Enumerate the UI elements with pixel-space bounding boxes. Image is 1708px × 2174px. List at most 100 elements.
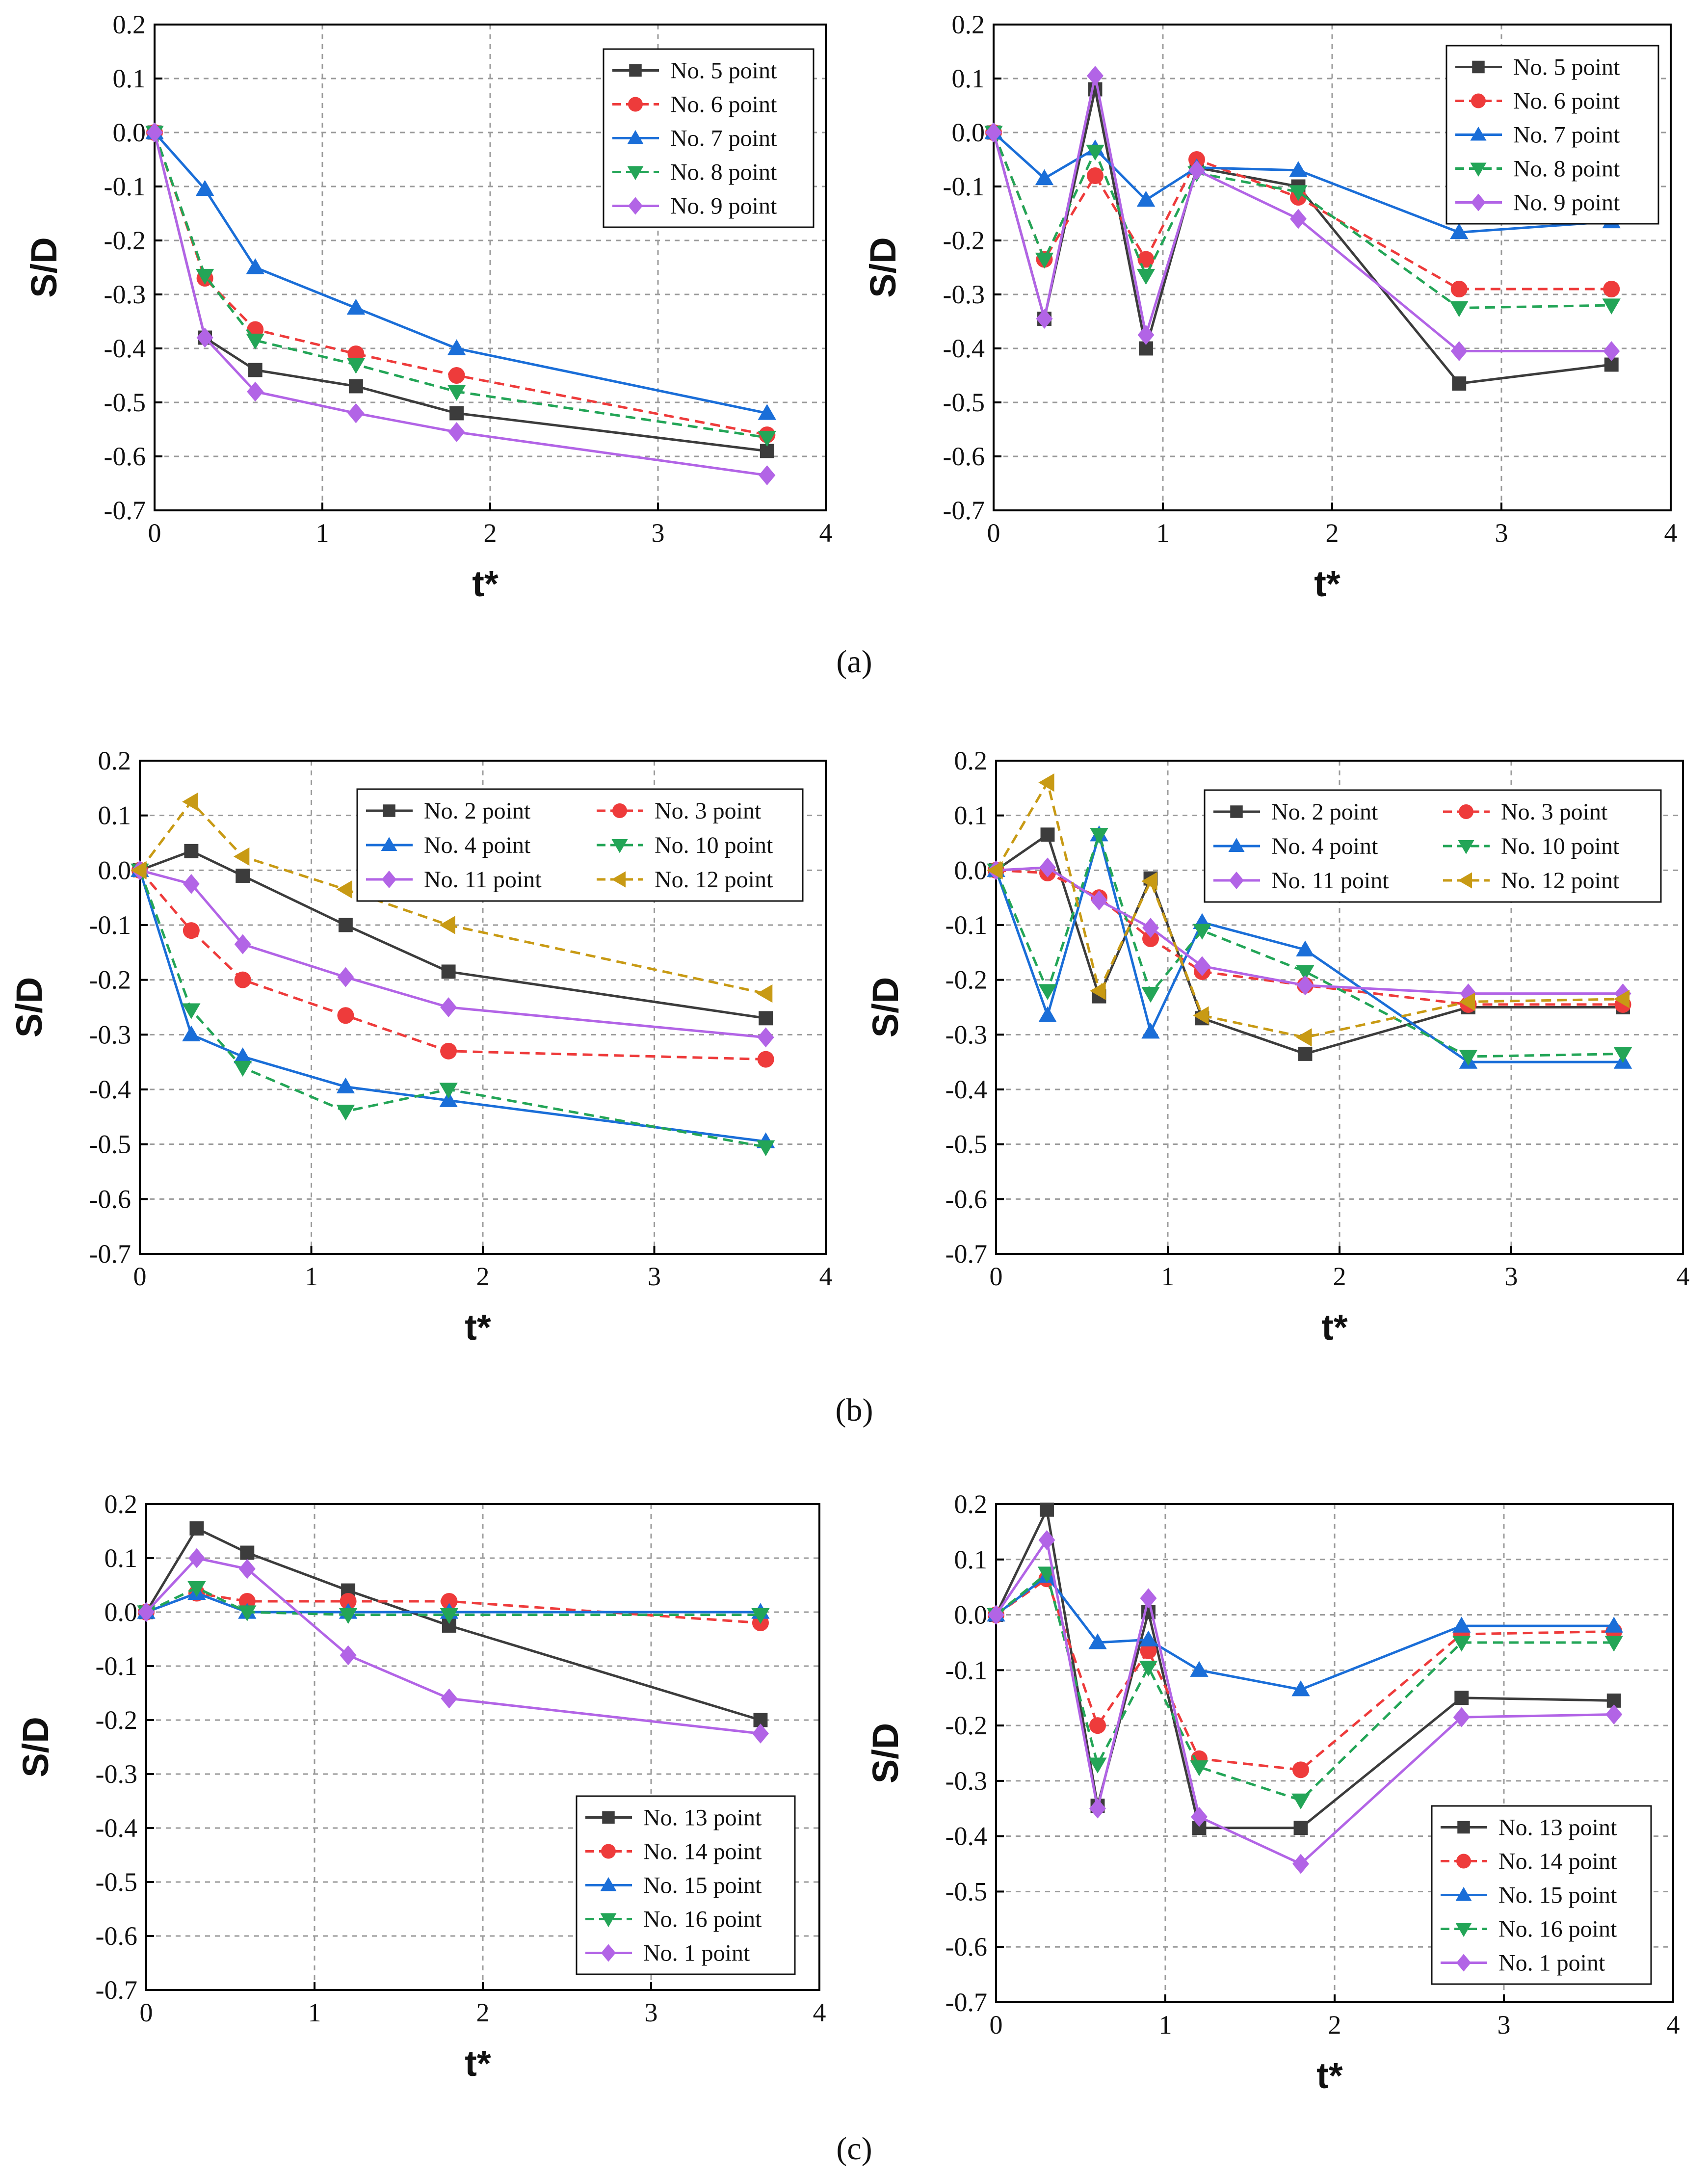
chart-c-right-ytick-label: -0.1 (946, 1655, 987, 1685)
chart-b-left-data-point (183, 874, 200, 894)
chart-b-right-data-point (1459, 992, 1475, 1011)
chart-b-left-data-point (182, 793, 198, 811)
chart-b-right-data-point (1039, 857, 1056, 878)
chart-c-left-series-line (145, 1557, 761, 1735)
chart-b-left-legend-entry: No. 4 point (424, 832, 531, 858)
chart-a-right-data-point (1603, 281, 1620, 297)
chart-a-right-data-point (1136, 190, 1156, 207)
chart-a-right-legend-entry: No. 6 point (1513, 88, 1620, 114)
chart-c-left-legend-entry: No. 1 point (643, 1940, 750, 1966)
chart-b-left-data-point (336, 1105, 355, 1121)
chart-b-left-series-6 (131, 793, 773, 1003)
chart-c-right-data-point (1452, 1617, 1471, 1633)
chart-b-right-series-4 (987, 828, 1632, 1066)
chart-a-right-data-point (1035, 252, 1054, 269)
chart-a-left-data-point (447, 385, 466, 401)
chart-b-right-series-6 (987, 773, 1630, 1047)
chart-b-right-ytick-label: -0.3 (946, 1020, 987, 1049)
chart-a-left-data-point (246, 258, 264, 274)
chart-a-right-data-point (1289, 185, 1308, 201)
chart-b-right-data-point (1193, 1006, 1209, 1025)
chart-c-right-data-point (1088, 1633, 1107, 1649)
chart-a-left-legend-marker (627, 130, 644, 144)
chart-b-right-data-point (1040, 827, 1055, 842)
chart-a-right-data-point (1289, 161, 1308, 177)
chart-a-left-data-point (346, 298, 366, 315)
chart-c-left-data-point (752, 1723, 769, 1744)
chart-b-left-ytick-label: -0.3 (89, 1020, 131, 1049)
chart-c-left-legend-entry: No. 15 point (643, 1873, 762, 1899)
chart-c-right-data-point (1292, 1761, 1309, 1778)
chart-c-right-series-line (995, 1577, 1614, 1771)
chart-a-left-xtick-label: 4 (819, 518, 833, 548)
chart-c-left-legend-marker (601, 1944, 616, 1962)
chart-a-left-legend-entry: No. 5 point (670, 58, 777, 84)
chart-b-left-ytick-label: -0.6 (89, 1184, 131, 1214)
chart-b-left-ytick-label: -0.4 (89, 1075, 131, 1104)
chart-a-right-data-point (985, 122, 1002, 143)
chart-b-left-ytick-label: -0.2 (89, 965, 131, 995)
chart-a-left-legend-entry: No. 6 point (670, 92, 777, 118)
chart-c-left-data-point (188, 1548, 205, 1568)
chart-c-right-ytick-label: 0.1 (954, 1545, 988, 1574)
chart-b-left-series-line (139, 869, 766, 1061)
chart-a-right-ytick-label: -0.6 (943, 442, 985, 471)
chart-b-left-series-line (139, 800, 766, 995)
chart-c-left-legend-marker (601, 1844, 616, 1859)
chart-c-left-xtick-label: 1 (308, 1998, 321, 2027)
chart-c-right-xtick-label: 0 (990, 2010, 1003, 2040)
chart-b-right-data-point (1038, 984, 1057, 1000)
chart-a-left-ytick-label: -0.2 (104, 226, 146, 255)
chart-c-left-data-point (138, 1602, 155, 1622)
chart-b-right-ytick-label: -0.4 (946, 1075, 987, 1104)
chart-b-left-data-point (439, 1091, 458, 1107)
chart-a-left-data-point (247, 381, 264, 402)
chart-b-right-ytick-label: -0.7 (946, 1239, 987, 1269)
chart-b-left-series-line (138, 870, 766, 1143)
chart-c-left-data-point (751, 1608, 770, 1624)
chart-c-right-series-5 (988, 1530, 1623, 1874)
chart-b-left-legend-entry: No. 2 point (424, 798, 531, 824)
chart-a-right-series-line (992, 132, 1612, 309)
chart-a-left-series-line (153, 132, 767, 439)
chart-a-right-series-line (993, 132, 1612, 234)
chart-b-right-data-point (1613, 1047, 1632, 1063)
chart-c-left-data-point (238, 1605, 257, 1621)
chart-c-right-legend-entry: No. 16 point (1498, 1916, 1617, 1942)
chart-a-left-series-5 (146, 122, 776, 485)
chart-c-left-legend-marker (600, 1877, 617, 1891)
chart-a-left-legend-entry: No. 8 point (670, 159, 777, 186)
chart-b-right-legend: No. 2 point No. 3 point No. 4 point No. 10 … (1204, 789, 1662, 903)
chart-a-right-ytick-label: -0.4 (943, 334, 985, 363)
chart-b-right-xtick-label: 2 (1333, 1262, 1346, 1291)
chart-c-right-data-point (1190, 1760, 1209, 1776)
chart-c-right-data-point (1190, 1661, 1209, 1677)
chart-c-right-data-point (1453, 1707, 1470, 1727)
chart-c-left-ytick-label: -0.6 (96, 1921, 137, 1951)
chart-b-left-data-point (234, 934, 251, 954)
chart-a-left-ytick-label: -0.7 (104, 496, 146, 525)
chart-c-right-data-point (988, 1605, 1004, 1625)
chart-b-right-data-point (1193, 924, 1211, 940)
chart-c-left-ytick-label: -0.3 (96, 1759, 137, 1789)
chart-c-right-ytick-label: -0.5 (946, 1877, 987, 1906)
chart-b-right-data-point (1194, 956, 1210, 977)
chart-b-left-ytick-label: -0.1 (89, 910, 131, 940)
chart-b-left-data-point (131, 861, 147, 880)
chart-b-right-legend-marker (1228, 838, 1245, 852)
chart-b-left-legend-entry: No. 3 point (655, 798, 762, 824)
chart-b-left-ytick-label: 0.2 (98, 746, 131, 775)
chart-c-right-legend-marker (1455, 1887, 1472, 1901)
chart-c-right-ytick-label: -0.4 (946, 1822, 987, 1851)
chart-c-left-data-point (189, 1521, 204, 1536)
chart-c-left-data-point (339, 1608, 358, 1624)
chart-c-left-series-line (145, 1527, 761, 1722)
chart-a-left-data-point (248, 363, 263, 377)
chart-a-right-data-point (1036, 309, 1053, 329)
chart-b-right-ytick-label: 0.2 (954, 746, 988, 775)
chart-a-right-legend-marker (1472, 60, 1485, 74)
chart-c-right-xtick-label: 3 (1498, 2010, 1511, 2040)
chart-b-left-data-point (182, 1025, 201, 1041)
chart-b-left-data-point (439, 1083, 458, 1099)
chart-b-left-data-point (440, 1042, 457, 1060)
